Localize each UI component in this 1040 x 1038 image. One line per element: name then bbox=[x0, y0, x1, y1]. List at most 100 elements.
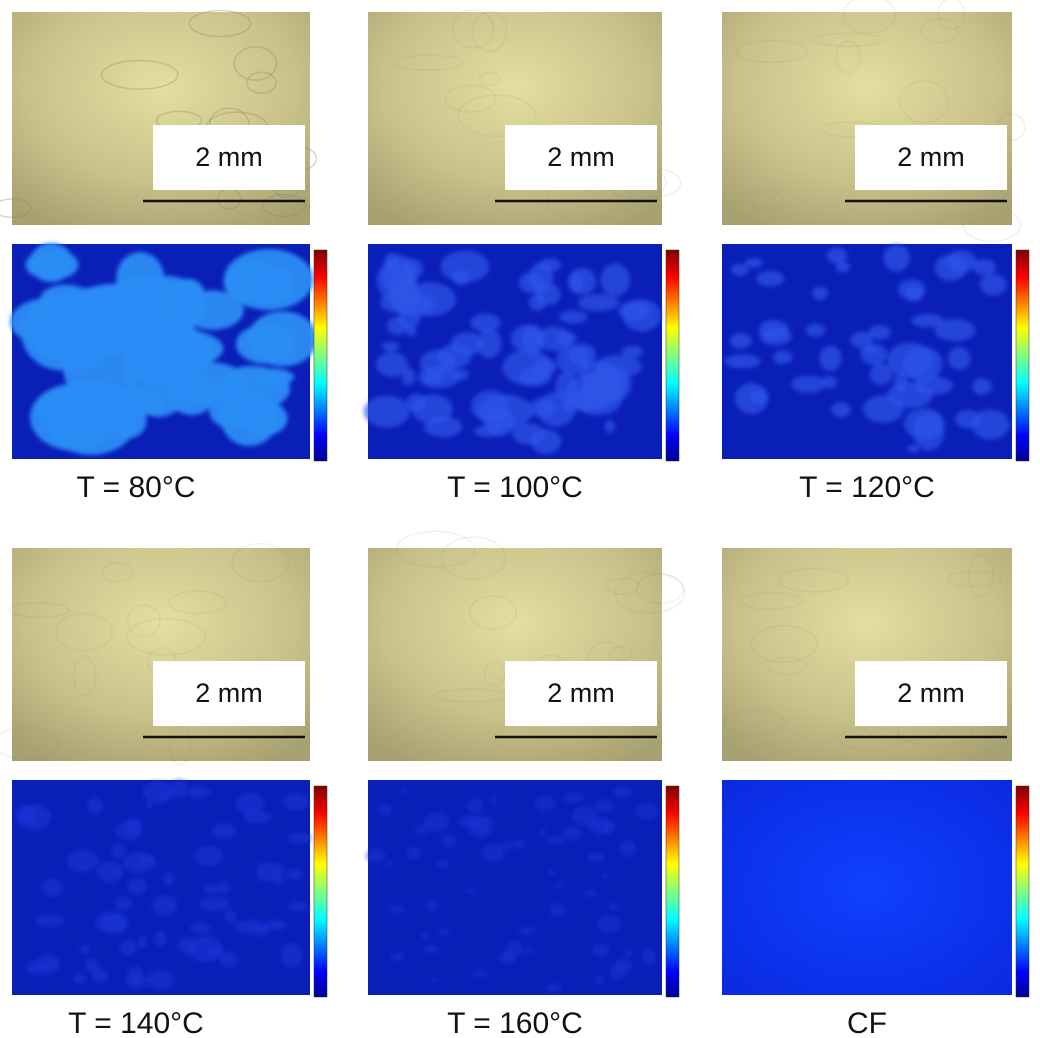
heatmap-spot bbox=[835, 261, 850, 273]
texture bbox=[54, 612, 114, 652]
heatmap-spot bbox=[203, 883, 219, 894]
heatmap-spot bbox=[887, 342, 934, 379]
texture bbox=[967, 553, 995, 597]
heatmap-spot bbox=[472, 970, 488, 978]
heatmap-spot bbox=[406, 393, 426, 412]
texture bbox=[740, 591, 803, 610]
heatmap-spot bbox=[756, 270, 785, 287]
heatmap-spot bbox=[390, 951, 404, 962]
heatmap-spot bbox=[127, 966, 143, 984]
heatmap-spot bbox=[116, 252, 165, 305]
heatmap-spot bbox=[758, 319, 789, 340]
texture bbox=[604, 577, 640, 595]
scale-label: 2 mm bbox=[547, 678, 615, 708]
heatmap-spot bbox=[170, 779, 189, 798]
heatmap-spot bbox=[500, 951, 513, 963]
heatmap-spot bbox=[401, 367, 416, 386]
colorbar bbox=[665, 785, 680, 998]
texture bbox=[766, 656, 808, 676]
texture bbox=[842, 0, 897, 34]
heatmap-spot bbox=[111, 843, 125, 859]
heatmap-spot bbox=[37, 383, 133, 436]
heatmap-spot bbox=[430, 977, 439, 982]
heatmap-spot bbox=[934, 319, 976, 342]
scale-label-box bbox=[153, 125, 305, 190]
colorbar bbox=[1015, 249, 1030, 462]
heatmap-spot bbox=[608, 902, 619, 911]
heatmap-spot bbox=[243, 811, 272, 824]
heatmap-spot bbox=[946, 249, 976, 273]
heatmap-spot bbox=[477, 394, 533, 429]
heatmap-spot bbox=[250, 368, 295, 386]
heatmap-spot bbox=[522, 947, 535, 954]
heatmap-spot bbox=[850, 331, 873, 349]
heatmap-spot bbox=[84, 958, 100, 972]
texture bbox=[962, 207, 1022, 243]
heatmap-spot bbox=[490, 795, 497, 804]
caption: T = 120°C bbox=[799, 471, 935, 504]
panel: 2 mm T = 160°C bbox=[365, 530, 686, 1038]
heatmap-spot bbox=[533, 357, 557, 376]
texture bbox=[471, 10, 508, 53]
caption: T = 100°C bbox=[447, 471, 583, 504]
heatmap-spot bbox=[546, 982, 562, 993]
heatmap-spot bbox=[406, 846, 421, 859]
heatmap-spot bbox=[194, 845, 224, 866]
scale-label-box bbox=[505, 125, 657, 190]
texture bbox=[233, 46, 278, 81]
texture bbox=[231, 542, 290, 583]
heatmap-spot bbox=[137, 935, 148, 948]
heatmap-spot bbox=[208, 948, 226, 959]
heatmap-spot bbox=[535, 283, 561, 306]
caption: T = 80°C bbox=[76, 471, 195, 504]
heatmap-spot bbox=[812, 286, 829, 300]
heatmap-spot bbox=[913, 413, 945, 451]
texture bbox=[188, 9, 252, 38]
texture bbox=[126, 604, 161, 637]
heatmap-spot bbox=[518, 272, 544, 294]
heatmap-spot bbox=[587, 852, 605, 863]
heatmap-spot bbox=[911, 313, 945, 328]
heatmap-spot bbox=[442, 834, 456, 848]
texture bbox=[100, 59, 179, 90]
heatmap-spot bbox=[91, 968, 109, 983]
heatmap-spot bbox=[568, 273, 584, 293]
texture bbox=[608, 646, 634, 661]
heatmap-spot bbox=[471, 818, 494, 837]
caption: T = 140°C bbox=[68, 1007, 204, 1038]
heatmap-spot bbox=[641, 948, 656, 966]
heatmap-spot bbox=[95, 911, 129, 934]
texture bbox=[614, 571, 686, 614]
texture bbox=[0, 726, 60, 760]
heatmap-spot bbox=[561, 826, 583, 841]
panel: 2 mm T = 140°C bbox=[0, 542, 328, 1038]
heatmap-spot bbox=[979, 273, 1007, 296]
heatmap-spot bbox=[556, 344, 590, 376]
heatmap-spot bbox=[452, 368, 469, 381]
heatmap-spot bbox=[563, 792, 584, 803]
heatmap-spot bbox=[142, 781, 174, 804]
heatmap-spot bbox=[601, 873, 610, 879]
texture bbox=[478, 72, 501, 86]
texture bbox=[246, 71, 277, 94]
heatmap-spots bbox=[365, 785, 659, 993]
scale-label: 2 mm bbox=[547, 142, 615, 172]
heatmap-spot bbox=[154, 930, 167, 947]
heatmap-spot bbox=[465, 887, 476, 895]
heatmap bbox=[722, 780, 1012, 995]
heatmap-spot bbox=[115, 895, 132, 911]
scale-label: 2 mm bbox=[897, 142, 965, 172]
heatmap-spot bbox=[820, 376, 838, 389]
caption: CF bbox=[847, 1007, 887, 1038]
heatmap-spot bbox=[86, 797, 104, 814]
heatmap-spot bbox=[549, 903, 565, 917]
texture bbox=[752, 189, 785, 214]
texture bbox=[735, 39, 808, 64]
heatmap-spot bbox=[119, 939, 137, 956]
heatmap-spot bbox=[582, 370, 627, 397]
heatmap-spot bbox=[481, 843, 505, 863]
heatmap-spot bbox=[42, 878, 64, 898]
heatmap-spot bbox=[805, 323, 826, 337]
heatmap-spot bbox=[860, 343, 888, 365]
texture bbox=[457, 94, 537, 138]
